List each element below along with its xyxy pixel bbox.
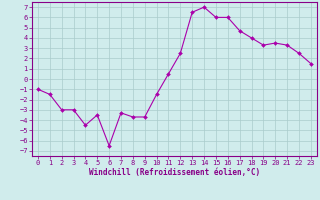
X-axis label: Windchill (Refroidissement éolien,°C): Windchill (Refroidissement éolien,°C) [89,168,260,177]
